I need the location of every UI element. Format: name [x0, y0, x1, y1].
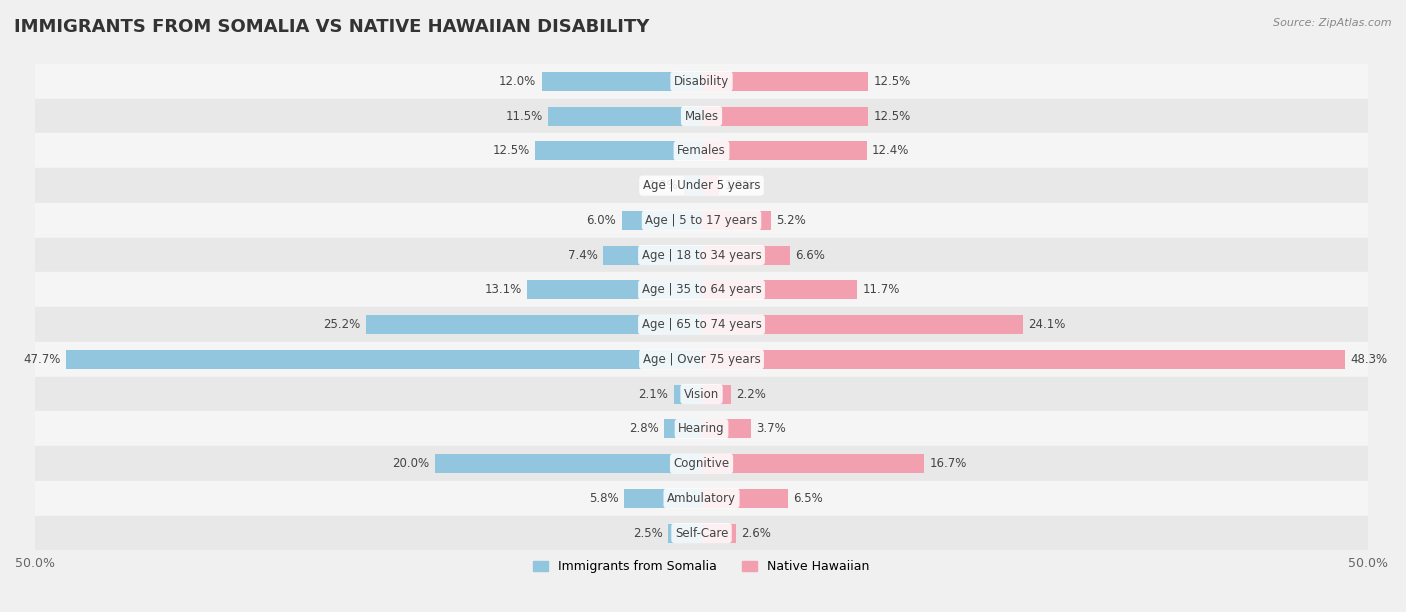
Text: Self-Care: Self-Care	[675, 526, 728, 540]
Text: Disability: Disability	[673, 75, 730, 88]
Bar	[35, 272, 1368, 307]
Bar	[548, 106, 702, 125]
Bar	[35, 237, 1368, 272]
Text: 5.8%: 5.8%	[589, 492, 619, 505]
Bar	[702, 523, 737, 543]
Bar	[702, 384, 731, 404]
Bar	[527, 280, 702, 299]
Bar	[668, 523, 702, 543]
Text: 6.5%: 6.5%	[793, 492, 824, 505]
Bar	[35, 168, 1368, 203]
Bar	[35, 133, 1368, 168]
Text: Age | Over 75 years: Age | Over 75 years	[643, 353, 761, 366]
Text: Source: ZipAtlas.com: Source: ZipAtlas.com	[1274, 18, 1392, 28]
Bar	[702, 280, 858, 299]
Text: Cognitive: Cognitive	[673, 457, 730, 470]
Bar	[702, 315, 1022, 334]
Bar	[702, 141, 868, 160]
Text: 12.5%: 12.5%	[873, 75, 911, 88]
Bar	[35, 203, 1368, 237]
Bar	[366, 315, 702, 334]
Text: 12.0%: 12.0%	[499, 75, 536, 88]
Bar	[434, 454, 702, 473]
Text: 12.5%: 12.5%	[492, 144, 530, 157]
Bar	[702, 245, 790, 264]
Text: Females: Females	[678, 144, 725, 157]
Bar	[35, 481, 1368, 516]
Bar	[702, 419, 751, 438]
Bar	[702, 72, 868, 91]
Text: 2.2%: 2.2%	[737, 387, 766, 401]
Text: 6.0%: 6.0%	[586, 214, 616, 227]
Text: 11.5%: 11.5%	[506, 110, 543, 122]
Bar	[702, 350, 1346, 369]
Bar	[603, 245, 702, 264]
Legend: Immigrants from Somalia, Native Hawaiian: Immigrants from Somalia, Native Hawaiian	[533, 561, 870, 573]
Text: 25.2%: 25.2%	[323, 318, 360, 331]
Text: 24.1%: 24.1%	[1028, 318, 1066, 331]
Bar	[624, 489, 702, 508]
Bar	[702, 211, 770, 230]
Text: 12.4%: 12.4%	[872, 144, 910, 157]
Text: Ambulatory: Ambulatory	[666, 492, 735, 505]
Bar	[35, 377, 1368, 411]
Text: 6.6%: 6.6%	[794, 248, 825, 261]
Bar	[534, 141, 702, 160]
Text: 20.0%: 20.0%	[392, 457, 430, 470]
Text: 1.3%: 1.3%	[724, 179, 754, 192]
Text: 1.3%: 1.3%	[650, 179, 679, 192]
Bar	[35, 99, 1368, 133]
Text: Age | Under 5 years: Age | Under 5 years	[643, 179, 761, 192]
Text: 2.5%: 2.5%	[633, 526, 662, 540]
Text: Age | 5 to 17 years: Age | 5 to 17 years	[645, 214, 758, 227]
Bar	[702, 489, 789, 508]
Text: Males: Males	[685, 110, 718, 122]
Bar	[66, 350, 702, 369]
Text: 2.6%: 2.6%	[741, 526, 772, 540]
Text: 16.7%: 16.7%	[929, 457, 967, 470]
Text: 3.7%: 3.7%	[756, 422, 786, 435]
Text: Age | 18 to 34 years: Age | 18 to 34 years	[641, 248, 762, 261]
Text: Age | 65 to 74 years: Age | 65 to 74 years	[641, 318, 762, 331]
Text: 2.8%: 2.8%	[628, 422, 659, 435]
Text: 47.7%: 47.7%	[22, 353, 60, 366]
Text: 7.4%: 7.4%	[568, 248, 598, 261]
Text: IMMIGRANTS FROM SOMALIA VS NATIVE HAWAIIAN DISABILITY: IMMIGRANTS FROM SOMALIA VS NATIVE HAWAII…	[14, 18, 650, 36]
Text: Vision: Vision	[683, 387, 718, 401]
Bar	[35, 411, 1368, 446]
Text: Hearing: Hearing	[678, 422, 725, 435]
Bar	[35, 446, 1368, 481]
Text: 13.1%: 13.1%	[484, 283, 522, 296]
Bar	[35, 342, 1368, 377]
Text: 5.2%: 5.2%	[776, 214, 806, 227]
Bar	[702, 176, 718, 195]
Bar	[621, 211, 702, 230]
Text: Age | 35 to 64 years: Age | 35 to 64 years	[641, 283, 762, 296]
Text: 11.7%: 11.7%	[863, 283, 900, 296]
Bar	[702, 106, 868, 125]
Text: 48.3%: 48.3%	[1351, 353, 1388, 366]
Bar	[702, 454, 924, 473]
Bar	[541, 72, 702, 91]
Bar	[673, 384, 702, 404]
Bar	[35, 307, 1368, 342]
Bar	[35, 516, 1368, 551]
Text: 2.1%: 2.1%	[638, 387, 668, 401]
Bar	[664, 419, 702, 438]
Bar	[685, 176, 702, 195]
Text: 12.5%: 12.5%	[873, 110, 911, 122]
Bar	[35, 64, 1368, 99]
